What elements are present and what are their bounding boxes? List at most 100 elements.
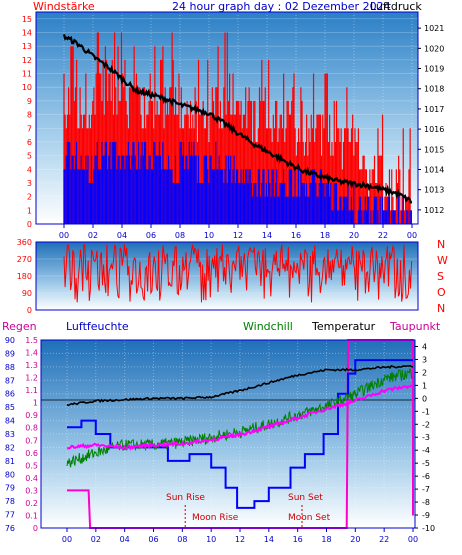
x-tick-label: 10 <box>206 535 216 544</box>
wind-tick-label: 0 <box>27 220 32 229</box>
humidity-tick-label: 78 <box>5 497 15 506</box>
humidity-line <box>67 359 413 509</box>
rain-axis-ticks: 0 0.1 0.2 0.3 0.4 0.5 0.6 0.7 0.8 0.9 1 1.1 1.2 1.3 1.… <box>25 336 38 533</box>
compass-label: S <box>437 270 444 283</box>
wind-tick-label: 7 <box>27 124 32 133</box>
x-tick-label: 00 <box>62 535 72 544</box>
x-tick-label: 10 <box>204 231 214 240</box>
compass-label: O <box>437 286 446 299</box>
label-rain: Regen <box>2 320 37 333</box>
wind-tick-label: 4 <box>27 165 32 174</box>
rain-tick-label: 1.5 <box>25 336 38 345</box>
temp-tick-label: -7 <box>422 485 430 494</box>
humidity-tick-label: 88 <box>5 363 15 372</box>
direction-tick-label: 360 <box>17 238 32 247</box>
rain-tick-label: 0.4 <box>25 474 38 483</box>
direction-tick-label: 180 <box>17 272 32 281</box>
label-humidity: Luftfeuchte <box>66 320 129 333</box>
temp-tick-label: -4 <box>422 446 430 455</box>
humidity-tick-label: 85 <box>5 403 15 412</box>
pressure-tick-label: 1013 <box>424 186 444 195</box>
compass-label: W <box>437 254 448 267</box>
dewpoint-line <box>66 384 414 451</box>
moon-set-label: Moon Set <box>288 513 331 523</box>
x-tick-label: 02 <box>91 535 101 544</box>
humidity-tick-label: 84 <box>5 417 15 426</box>
temperature-axis-ticks: 4 3 2 1 0 -1 -2 -3 -4 -5 -6 -7 -8 -9 -10 <box>415 342 435 533</box>
label-temperature: Temperatur <box>311 320 376 333</box>
wind-tick-label: 9 <box>27 97 32 106</box>
x-tick-label: 12 <box>235 535 245 544</box>
x-tick-label: 00 <box>408 535 418 544</box>
temp-tick-label: -8 <box>422 498 430 507</box>
x-tick-label: 04 <box>117 231 127 240</box>
rain-tick-label: 0.8 <box>25 424 38 433</box>
temp-tick-label: 0 <box>422 394 427 403</box>
humidity-tick-label: 83 <box>5 430 15 439</box>
x-tick-label: 18 <box>320 231 330 240</box>
compass-label: N <box>437 302 445 315</box>
direction-tick-label: 90 <box>22 289 32 298</box>
rain-tick-label: 0 <box>33 524 38 533</box>
wind-tick-label: 10 <box>22 83 32 92</box>
humidity-tick-label: 79 <box>5 484 15 493</box>
wind-tick-label: 12 <box>22 56 32 65</box>
x-tick-label: 00 <box>407 231 417 240</box>
wind-tick-label: 6 <box>27 138 32 147</box>
x-tick-label: 06 <box>148 535 158 544</box>
x-tick-label: 06 <box>146 231 156 240</box>
wind-direction-line <box>63 243 413 303</box>
humidity-tick-label: 87 <box>5 376 15 385</box>
pressure-line <box>62 34 413 204</box>
wind-tick-label: 1 <box>27 206 32 215</box>
x-tick-label: 16 <box>293 535 303 544</box>
temp-tick-label: -2 <box>422 420 430 429</box>
compass-label: N <box>437 238 445 251</box>
header-title: 24 hour graph day : 02 Dezember 2024 <box>172 0 391 13</box>
x-tick-label: 22 <box>379 535 389 544</box>
pressure-tick-label: 1017 <box>424 105 444 114</box>
sun-rise-label: Sun Rise <box>166 493 205 503</box>
x-tick-label: 08 <box>177 535 187 544</box>
x-tick-label: 08 <box>175 231 185 240</box>
rain-tick-label: 1.4 <box>25 349 38 358</box>
humidity-tick-label: 77 <box>5 511 15 520</box>
wind-direction-frame <box>35 241 419 311</box>
rain-tick-label: 1 <box>33 399 38 408</box>
temp-tick-label: -6 <box>422 472 430 481</box>
rain-tick-label: 0.1 <box>25 511 38 520</box>
rain-tick-label: 0.3 <box>25 486 38 495</box>
x-tick-label: 18 <box>321 535 331 544</box>
temp-tick-label: 2 <box>422 368 427 377</box>
humidity-axis-ticks: 76 77 78 79 80 81 82 83 84 85 86 87 88 89 90 <box>5 336 15 533</box>
label-windchill: Windchill <box>243 320 293 333</box>
wind-tick-label: 3 <box>27 179 32 188</box>
pressure-tick-label: 1016 <box>424 125 444 134</box>
pressure-tick-label: 1012 <box>424 206 444 215</box>
humidity-tick-label: 81 <box>5 457 15 466</box>
temp-tick-label: -1 <box>422 407 430 416</box>
rain-tick-label: 0.2 <box>25 499 38 508</box>
humidity-tick-label: 86 <box>5 390 15 399</box>
pressure-tick-label: 1018 <box>424 85 444 94</box>
temp-tick-label: -5 <box>422 459 430 468</box>
temperature-x-ticks: 00 02 04 06 08 10 12 14 16 18 20 22 00 <box>62 528 418 544</box>
rain-tick-label: 0.6 <box>25 449 38 458</box>
header-left-label: Windstärke <box>33 0 95 13</box>
rain-tick-label: 0.7 <box>25 436 38 445</box>
wind-tick-label: 8 <box>27 111 32 120</box>
pressure-tick-label: 1014 <box>424 165 444 174</box>
wind-pressure-frame <box>35 11 419 225</box>
humidity-tick-label: 90 <box>5 336 15 345</box>
x-tick-label: 14 <box>264 535 274 544</box>
pressure-tick-label: 1021 <box>424 24 444 33</box>
x-tick-label: 16 <box>291 231 301 240</box>
humidity-tick-label: 80 <box>5 470 15 479</box>
direction-axis-ticks: 0 90 180 270 360 <box>17 238 32 315</box>
humidity-tick-label: 89 <box>5 349 15 358</box>
pressure-tick-label: 1020 <box>424 44 444 53</box>
humidity-tick-label: 82 <box>5 443 15 452</box>
